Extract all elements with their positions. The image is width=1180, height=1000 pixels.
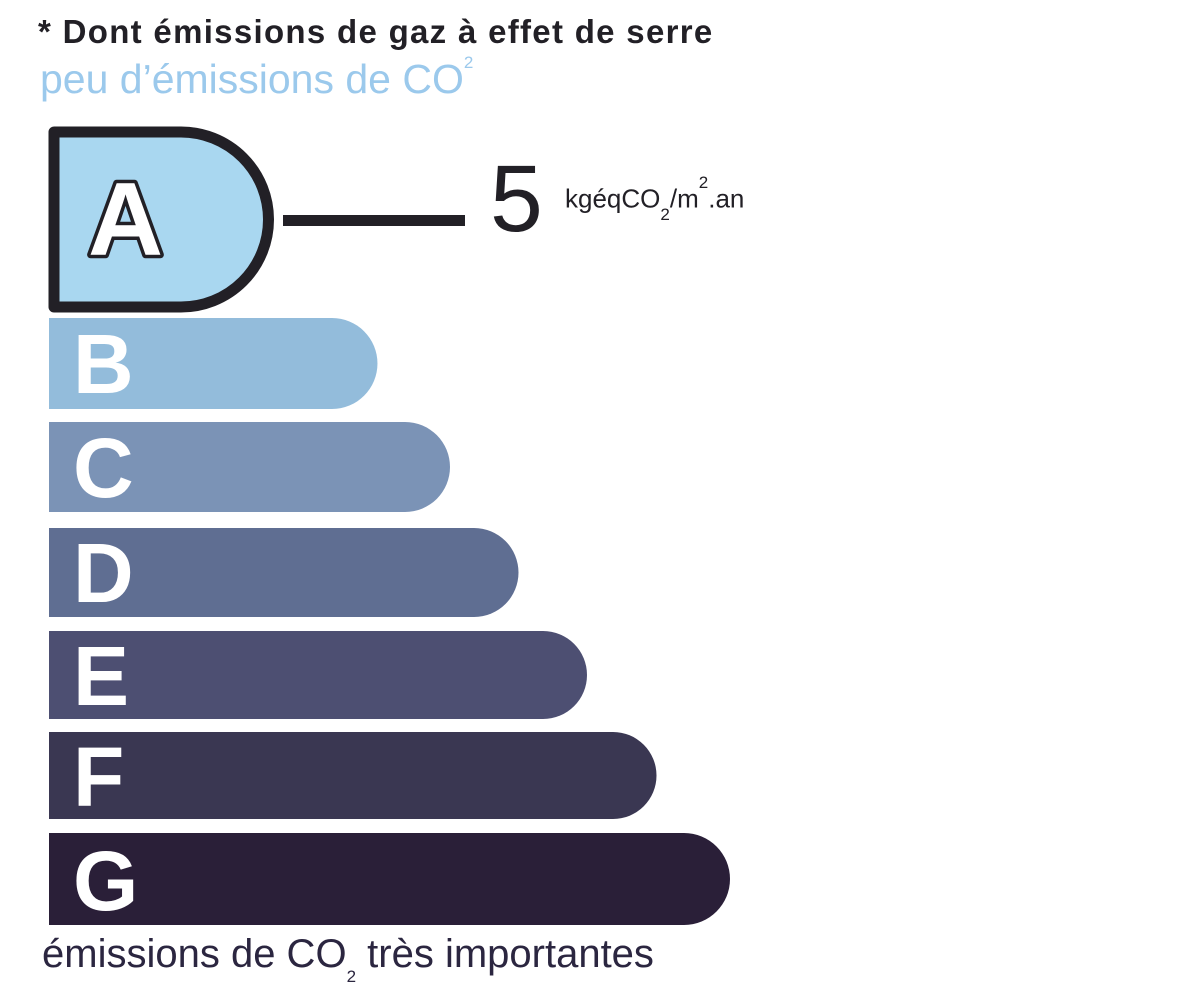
svg-text:C: C xyxy=(73,421,134,515)
svg-text:F: F xyxy=(73,730,124,824)
svg-text:A: A xyxy=(88,162,163,278)
svg-text:E: E xyxy=(73,629,129,723)
svg-text:B: B xyxy=(73,317,134,411)
svg-text:G: G xyxy=(73,834,138,928)
svg-text:D: D xyxy=(73,526,134,620)
